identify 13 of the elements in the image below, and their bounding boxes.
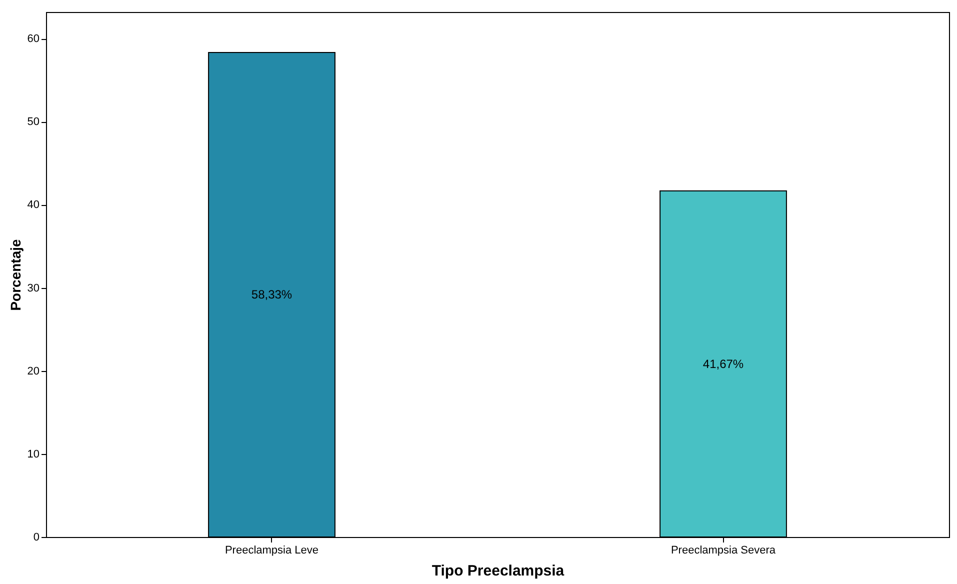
x-axis-title: Tipo Preeclampsia	[432, 562, 565, 580]
y-tick-label: 30	[27, 282, 40, 294]
y-tick-label: 50	[27, 116, 40, 128]
y-tick-label: 10	[27, 448, 40, 460]
data-label: 41,67%	[702, 356, 744, 371]
y-tick-label: 40	[27, 199, 40, 212]
y-axis-title: Porcentaje	[7, 238, 24, 311]
data-label: 58,33%	[251, 288, 292, 302]
x-tick-label: Preeclampsia Leve	[224, 544, 319, 556]
y-tick-label: 0	[33, 532, 40, 544]
y-tick-label: 60	[27, 33, 40, 46]
x-tick-label: Preeclampsia Severa	[670, 544, 776, 556]
y-tick-label: 20	[27, 365, 40, 378]
